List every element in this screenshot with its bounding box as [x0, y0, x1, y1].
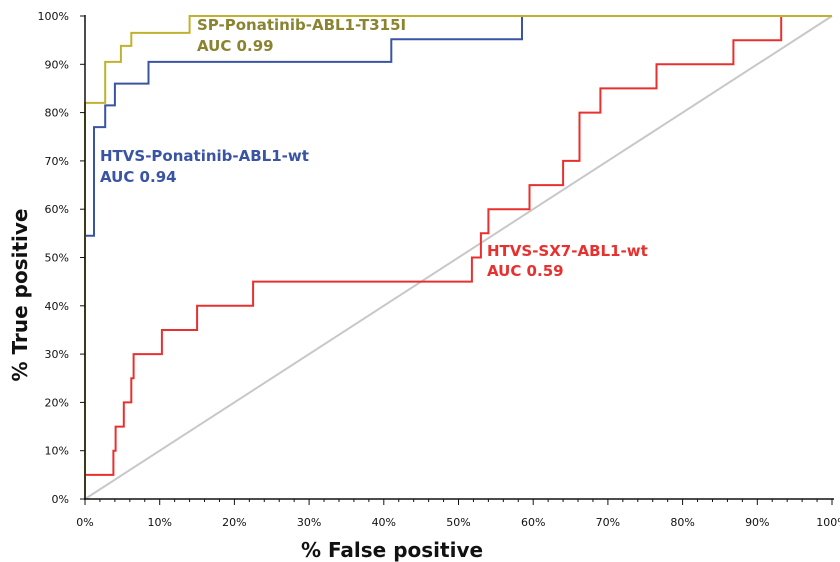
y-tick-label: 10% — [45, 445, 69, 458]
y-tick-label: 50% — [45, 252, 69, 265]
x-tick-label: 30% — [297, 516, 321, 529]
roc-line-sp-ponatinib-abl1-t315i — [84, 15, 832, 499]
y-tick-label: 100% — [38, 10, 69, 23]
roc-line-htvs-ponatinib-abl1-wt — [84, 15, 832, 499]
y-tick-label: 70% — [45, 155, 69, 168]
label-sp-ponatinib-t315i: SP-Ponatinib-ABL1-T315I — [197, 16, 406, 34]
y-tick-label: 20% — [45, 396, 69, 409]
y-tick-label: 80% — [45, 107, 69, 120]
plot-area: 0% 10% 20% 30% 40% 50% 60% 70% 80% 90% 100% 0% 10% 20… — [38, 10, 840, 529]
x-tick-label: 70% — [596, 516, 620, 529]
y-tick-label: 40% — [45, 300, 69, 313]
x-tick-label: 40% — [372, 516, 396, 529]
x-axis-title: % False positive — [301, 538, 483, 562]
x-tick-label: 90% — [745, 516, 769, 529]
auc-htvs-sx7-wt: AUC 0.59 — [487, 262, 564, 280]
roc-line-htvs-sx7-abl1-wt — [84, 15, 832, 499]
label-htvs-ponatinib-wt: HTVS-Ponatinib-ABL1-wt — [100, 147, 309, 165]
x-tick-label: 100% — [816, 516, 840, 529]
x-tick-label: 10% — [147, 516, 171, 529]
y-tick-label: 90% — [45, 58, 69, 71]
auc-htvs-ponatinib-wt: AUC 0.94 — [100, 168, 177, 186]
x-tick-label: 80% — [670, 516, 694, 529]
diagonal-reference-line — [84, 15, 833, 500]
y-tick-label: 30% — [45, 348, 69, 361]
y-tick-label: 0% — [52, 493, 69, 506]
x-tick-label: 20% — [222, 516, 246, 529]
x-tick-label: 60% — [521, 516, 545, 529]
y-tick-label: 60% — [45, 203, 69, 216]
auc-sp-ponatinib-t315i: AUC 0.99 — [197, 37, 274, 55]
label-htvs-sx7-wt: HTVS-SX7-ABL1-wt — [487, 242, 648, 260]
x-tick-label: 50% — [446, 516, 470, 529]
y-axis-title: % True positive — [8, 209, 32, 382]
x-tick-label: 0% — [76, 516, 93, 529]
